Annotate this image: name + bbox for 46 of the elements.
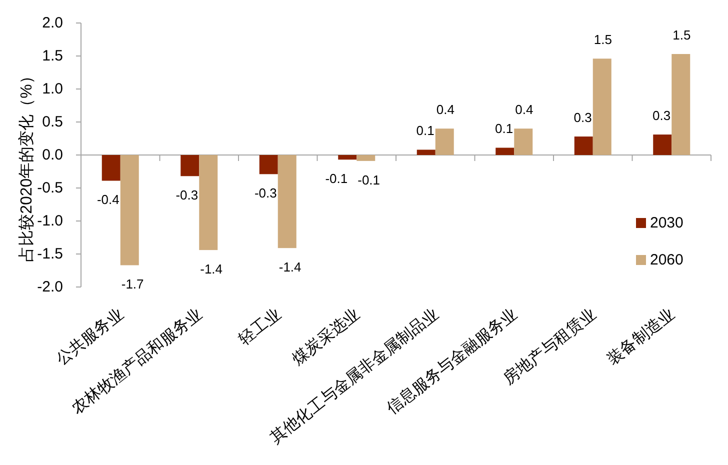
- y-tick-label: 1.0: [42, 80, 63, 98]
- legend-label: 2060: [650, 252, 684, 268]
- y-tick-label: 0.0: [42, 146, 63, 164]
- data-label: -0.1: [358, 172, 380, 188]
- y-tick-label: -2.0: [37, 278, 63, 296]
- bar: [338, 155, 357, 160]
- y-tick-label: -1.5: [37, 246, 63, 262]
- data-label: -0.3: [254, 186, 277, 201]
- data-label: 0.3: [574, 110, 592, 126]
- y-tick-label: 1.5: [42, 48, 63, 64]
- bar: [574, 136, 593, 155]
- data-label: -0.1: [325, 171, 348, 186]
- bar: [416, 150, 436, 155]
- data-label: 0.3: [652, 108, 671, 124]
- bar: [496, 148, 514, 155]
- data-label: 0.4: [436, 102, 454, 118]
- bar: [514, 128, 533, 155]
- y-axis-title: 占比较2020年的变化（%）: [18, 68, 36, 262]
- bar: [120, 155, 139, 266]
- bar: [278, 155, 296, 248]
- data-label: -1.4: [200, 262, 223, 277]
- y-tick-label: -0.5: [37, 180, 63, 196]
- data-label: 1.5: [672, 28, 691, 43]
- data-label: -0.4: [96, 192, 120, 208]
- x-tick-label: 装备制造业: [604, 304, 678, 368]
- y-tick-label: -1.0: [37, 212, 63, 230]
- data-label: -1.4: [278, 260, 302, 275]
- bar: [672, 54, 690, 155]
- bar: [102, 155, 120, 181]
- y-tick-label: 2.0: [42, 14, 63, 32]
- bar: [199, 155, 218, 250]
- bar: [259, 155, 278, 174]
- bar: [592, 58, 612, 155]
- data-label: 0.1: [495, 121, 514, 136]
- x-tick-label: 轻工业: [235, 304, 284, 349]
- data-label: -0.3: [176, 188, 198, 203]
- bar: [356, 155, 376, 161]
- data-label: 1.5: [594, 32, 612, 48]
- data-label: -1.7: [121, 276, 144, 292]
- data-label: 0.4: [515, 102, 534, 118]
- bar: [180, 155, 200, 176]
- bar: [435, 128, 454, 155]
- data-label: 0.1: [416, 123, 434, 138]
- bar: [653, 134, 672, 155]
- legend-label: 2030: [650, 214, 684, 232]
- y-tick-label: 0.5: [42, 114, 63, 130]
